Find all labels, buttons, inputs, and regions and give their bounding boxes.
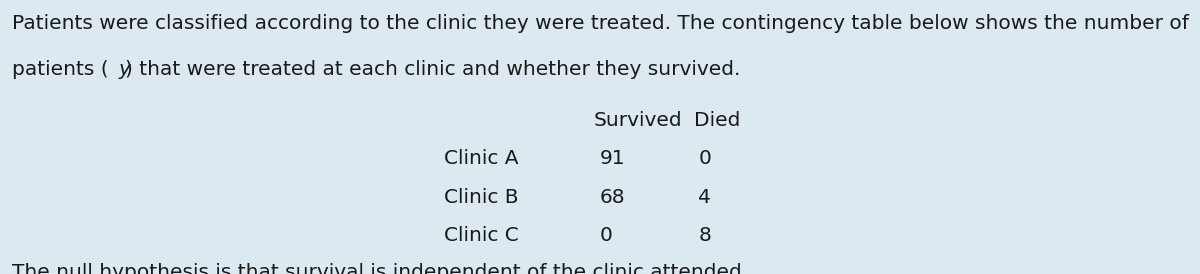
Text: Patients were classified according to the clinic they were treated. The continge: Patients were classified according to th… — [12, 14, 1189, 33]
Text: Clinic A: Clinic A — [444, 149, 518, 168]
Text: 0: 0 — [600, 226, 613, 245]
Text: 91: 91 — [600, 149, 625, 168]
Text: The null hypothesis is that survival is independent of the clinic attended.: The null hypothesis is that survival is … — [12, 263, 748, 274]
Text: y: y — [118, 60, 130, 79]
Text: Clinic B: Clinic B — [444, 188, 518, 207]
Text: ) that were treated at each clinic and whether they survived.: ) that were treated at each clinic and w… — [125, 60, 740, 79]
Text: Clinic C: Clinic C — [444, 226, 518, 245]
Text: 4: 4 — [698, 188, 712, 207]
Text: Survived: Survived — [594, 111, 683, 130]
Text: 0: 0 — [698, 149, 712, 168]
Text: patients (: patients ( — [12, 60, 109, 79]
Text: 8: 8 — [698, 226, 712, 245]
Text: Died: Died — [694, 111, 740, 130]
Text: 68: 68 — [600, 188, 625, 207]
